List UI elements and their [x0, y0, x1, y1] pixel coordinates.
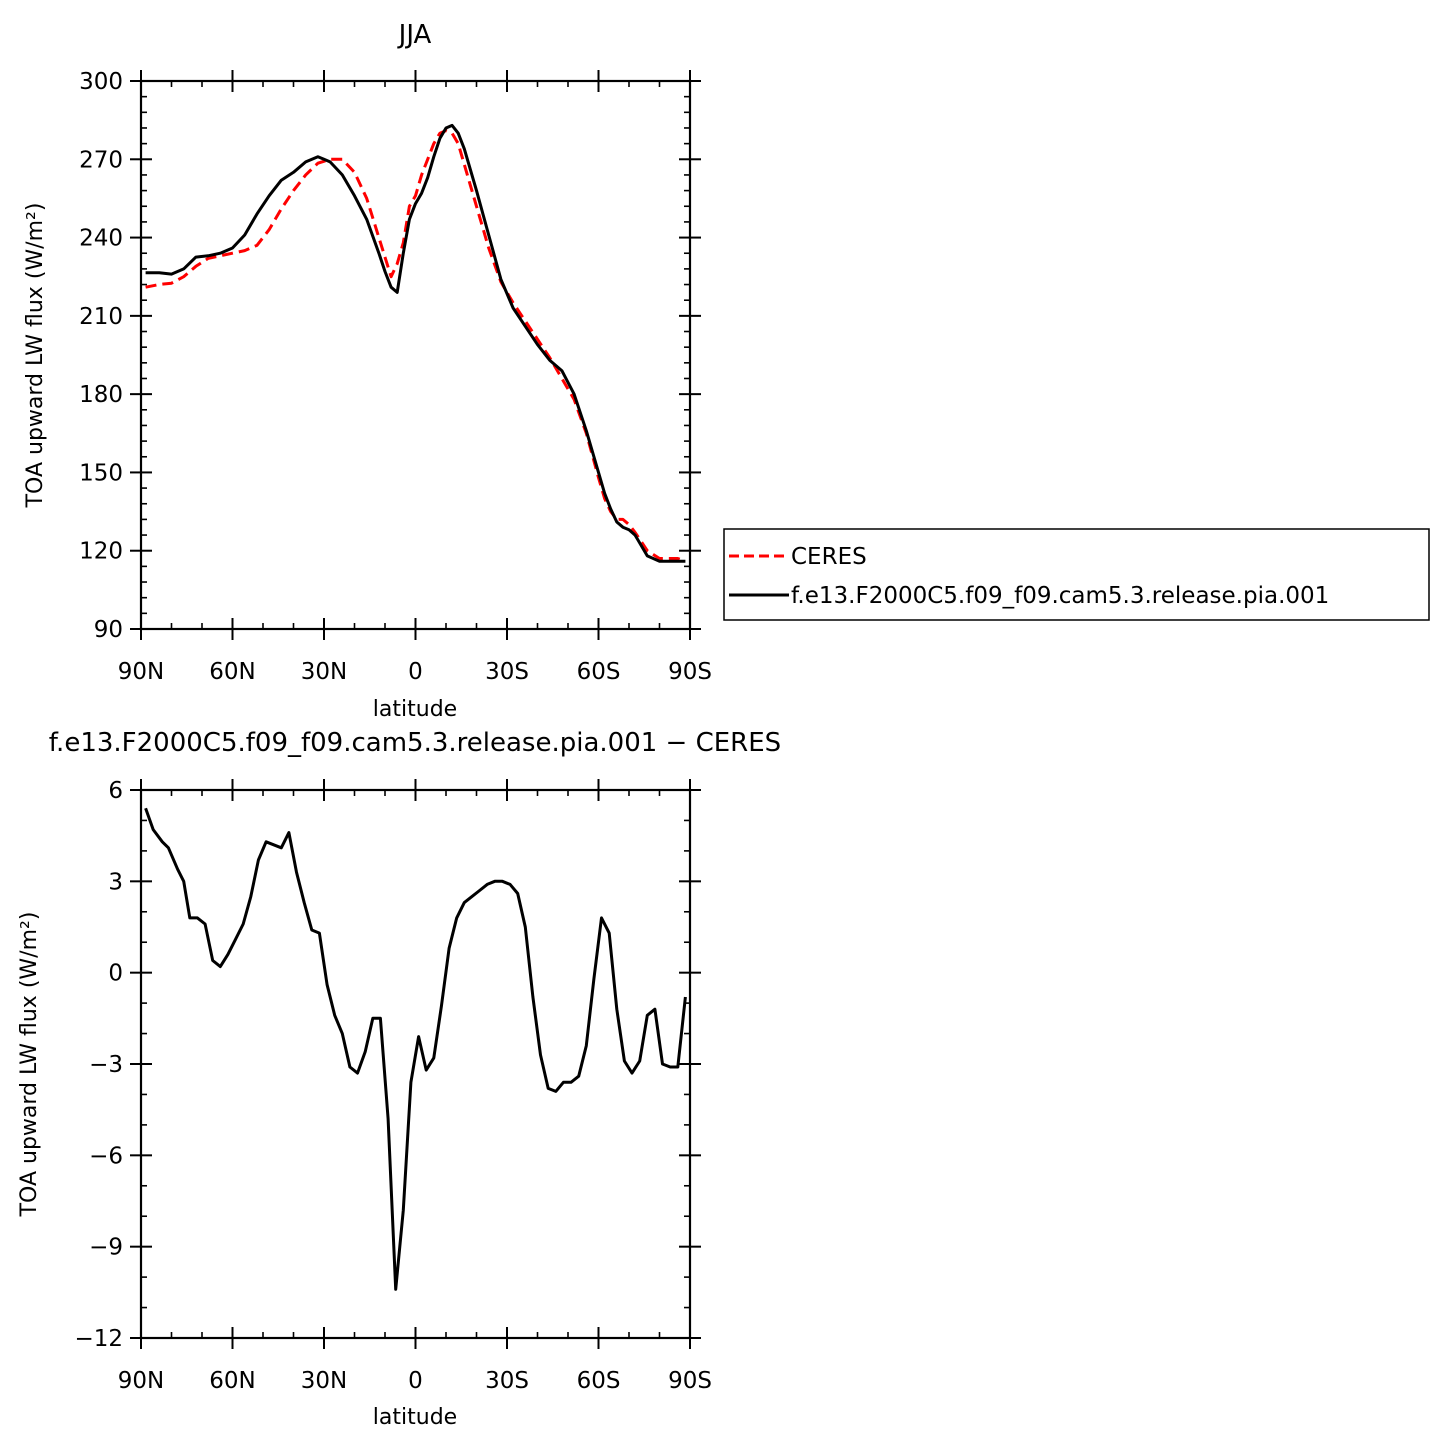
x-tick-label: 90N [118, 659, 164, 685]
bottom-panel: f.e13.F2000C5.f09_f09.cam5.3.release.pia… [17, 728, 781, 1430]
top-series-lines [145, 123, 686, 563]
model-series-line [145, 123, 686, 563]
y-tick-label: 300 [79, 69, 123, 95]
bottom-x-axis-label: latitude [373, 1405, 457, 1430]
bottom-plot-frame [139, 788, 692, 1340]
x-tick-label: 30N [301, 659, 347, 685]
y-tick-label: 240 [79, 226, 123, 252]
x-tick-label: 90S [668, 659, 712, 685]
top-plot-frame [139, 79, 692, 631]
x-tick-label: 60S [577, 1368, 621, 1394]
y-tick-label: 3 [108, 869, 123, 895]
bottom-chart-title: f.e13.F2000C5.f09_f09.cam5.3.release.pia… [49, 728, 781, 758]
y-tick-label: −6 [89, 1143, 123, 1169]
x-tick-label: 0 [408, 1368, 423, 1394]
y-tick-label: 6 [108, 778, 123, 804]
x-tick-label: 60N [209, 1368, 255, 1394]
bottom-ticks: 90N 60N 30N 0 30S 60S 90S −12 −9 −6 −3 0 3 6 [74, 778, 711, 1394]
top-y-axis-label: TOA upward LW flux (W/m²) [23, 203, 48, 509]
top-chart-title: JJA [397, 20, 432, 50]
legend-label-ceres: CERES [791, 544, 867, 570]
y-tick-label: 0 [108, 961, 123, 987]
y-tick-label: 90 [94, 617, 123, 643]
y-tick-label: 120 [79, 539, 123, 565]
y-tick-label: 150 [79, 460, 123, 486]
x-tick-label: 60N [209, 659, 255, 685]
legend-box [723, 528, 1430, 621]
y-tick-label: −3 [89, 1052, 123, 1078]
top-ticks: 90N 60N 30N 0 30S 60S 90S 90 120 150 180 210 240 270 3… [79, 69, 712, 685]
y-tick-label: 210 [79, 304, 123, 330]
x-tick-label: 60S [577, 659, 621, 685]
x-tick-label: 30S [485, 1368, 529, 1394]
x-tick-label: 0 [408, 659, 423, 685]
x-tick-label: 30N [301, 1368, 347, 1394]
difference-series-line [144, 807, 687, 1291]
y-tick-label: −12 [74, 1326, 123, 1352]
legend-label-model: f.e13.F2000C5.f09_f09.cam5.3.release.pia… [791, 583, 1329, 609]
bottom-series-lines [144, 807, 687, 1291]
top-panel: JJA 90N 60N 30N 0 30S 60S 90S 90 120 150 180 210 240… [23, 20, 712, 722]
y-tick-label: −9 [89, 1235, 123, 1261]
x-tick-label: 90S [668, 1368, 712, 1394]
y-tick-label: 270 [79, 147, 123, 173]
bottom-y-axis-label: TOA upward LW flux (W/m²) [17, 912, 42, 1218]
top-x-axis-label: latitude [373, 697, 457, 722]
x-tick-label: 90N [118, 1368, 164, 1394]
x-tick-label: 30S [485, 659, 529, 685]
y-tick-label: 180 [79, 382, 123, 408]
legend: CERES f.e13.F2000C5.f09_f09.cam5.3.relea… [723, 528, 1430, 621]
